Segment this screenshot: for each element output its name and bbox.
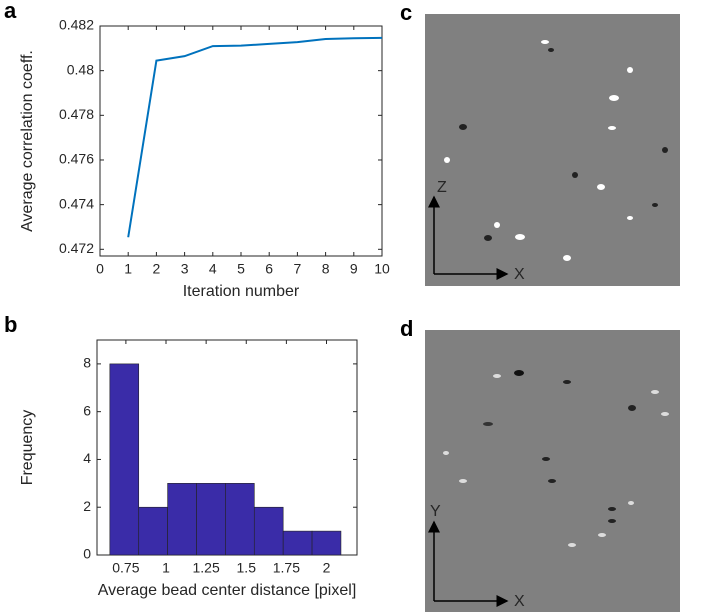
- axis-name: Z: [437, 179, 447, 196]
- axis-name: Y: [430, 503, 441, 520]
- x-tick-label: 9: [350, 261, 358, 277]
- y-tick-label: 0.482: [59, 17, 94, 33]
- x-tick-label: 0.75: [112, 560, 139, 576]
- y-tick-label: 8: [83, 355, 91, 371]
- x-tick-label: 1.5: [237, 560, 257, 576]
- x-tick-label: 0: [96, 261, 104, 277]
- x-tick-label: 4: [209, 261, 217, 277]
- x-tick-label: 1: [124, 261, 132, 277]
- panel-label: d: [400, 316, 413, 341]
- plot-box: [99, 25, 383, 257]
- bar: [282, 530, 313, 556]
- bar: [311, 530, 342, 556]
- x-tick-label: 1.75: [273, 560, 300, 576]
- line: [127, 36, 383, 238]
- x-tick-label: 1: [162, 560, 170, 576]
- y-axis-label: Frequency: [19, 410, 36, 486]
- bar: [225, 483, 255, 556]
- x-tick-label: 10: [374, 261, 390, 277]
- image: [425, 330, 680, 612]
- y-tick-label: 0.472: [59, 240, 94, 256]
- y-tick-label: 0.474: [59, 195, 94, 211]
- x-tick-label: 3: [181, 261, 189, 277]
- y-tick-label: 0: [83, 546, 91, 562]
- image: [425, 14, 680, 286]
- x-tick-label: 2: [153, 261, 161, 277]
- beads: [443, 370, 669, 547]
- x-tick-label: 6: [265, 261, 273, 277]
- panel-label: c: [400, 0, 412, 25]
- x-tick-label: 2: [323, 560, 331, 576]
- y-axis-label: Average correlation coeff.: [19, 50, 36, 232]
- bar: [109, 363, 140, 556]
- x-tick-label: 5: [237, 261, 245, 277]
- panel-label: a: [4, 0, 17, 23]
- x-axis-label: Average bead center distance [pixel]: [98, 582, 357, 599]
- x-tick-label: 8: [322, 261, 330, 277]
- y-tick-label: 0.478: [59, 106, 94, 122]
- axis-name: X: [514, 593, 525, 610]
- y-tick-label: 6: [83, 402, 91, 418]
- beads: [444, 40, 668, 261]
- x-axis-label: Iteration number: [183, 283, 300, 300]
- bar: [253, 506, 284, 556]
- bar: [167, 483, 197, 556]
- x-tick-label: 7: [294, 261, 302, 277]
- bar: [196, 483, 226, 556]
- y-tick-label: 0.48: [67, 61, 94, 77]
- panel-label: b: [4, 312, 17, 337]
- x-tick-label: 1.25: [193, 560, 220, 576]
- y-tick-label: 2: [83, 498, 91, 514]
- y-tick-label: 4: [83, 450, 91, 466]
- axis-name: X: [514, 266, 525, 283]
- bar: [138, 506, 168, 556]
- y-tick-label: 0.476: [59, 151, 94, 167]
